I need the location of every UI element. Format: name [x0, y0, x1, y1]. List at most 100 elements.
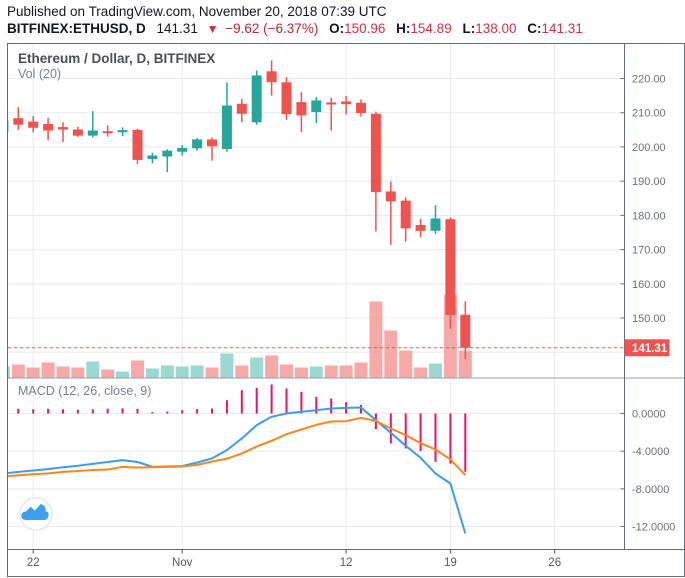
candle-body [385, 191, 396, 202]
macd-histogram-bar [106, 408, 109, 414]
time-tick-label: 22 [27, 557, 40, 569]
high-value: 154.89 [410, 21, 452, 36]
symbol-quote-line: BITFINEX:ETHUSD, D 141.31 ▼ −9.62 (−6.37… [7, 21, 583, 36]
high-label: H: [396, 21, 411, 36]
candle-body [207, 139, 217, 147]
macd-signal-line [8, 416, 467, 478]
macd-histogram-bar [225, 400, 228, 414]
macd-histogram-bar [166, 411, 169, 414]
price-tick-label: 160.00 [632, 279, 666, 291]
volume-bar [384, 330, 398, 378]
candlestick-series [8, 60, 471, 360]
cloud-mountain-icon[interactable] [21, 504, 49, 520]
volume-series [8, 294, 472, 378]
macd-histogram-bar [62, 409, 64, 414]
volume-bar [86, 361, 100, 378]
price-tick-label: 180.00 [632, 210, 666, 222]
candle-body [281, 82, 292, 115]
volume-bar [160, 365, 174, 378]
down-triangle-icon: ▼ [206, 22, 219, 36]
candle-body [326, 102, 337, 105]
candle-body [415, 224, 426, 231]
macd-histogram-bar [136, 408, 139, 414]
volume-bar [324, 365, 338, 378]
volume-bar [369, 301, 383, 378]
last-price-tag-bg [624, 339, 670, 357]
time-tick-label: 26 [548, 557, 561, 569]
macd-histogram-bar [196, 409, 199, 414]
candle-body [72, 129, 83, 136]
volume-bar [339, 365, 353, 378]
candle-body [147, 155, 158, 159]
symbol-name: BITFINEX:ETHUSD, D [7, 21, 146, 36]
volume-bar [71, 367, 85, 378]
volume-bar [220, 353, 234, 378]
candle-body [28, 121, 39, 128]
candle-body [266, 71, 277, 83]
macd-histogram-bar [330, 398, 333, 414]
volume-bar [190, 365, 204, 378]
macd-histogram-bar [91, 409, 94, 414]
volume-bar [443, 294, 457, 378]
price-tick-label: 190.00 [632, 176, 666, 188]
open-value: 150.96 [344, 21, 386, 36]
chart-title: Ethereum / Dollar, D, BITFINEX [18, 51, 216, 66]
close-label: C: [527, 21, 542, 36]
candle-body [460, 314, 471, 348]
macd-histogram-bar [434, 413, 437, 462]
candle-body [43, 124, 54, 131]
macd-histogram-bar [151, 412, 154, 414]
price-tick-label: 200.00 [632, 142, 666, 154]
candle-body [296, 102, 307, 116]
price-tick-label: 150.00 [632, 313, 666, 325]
macd-pane [2, 384, 467, 534]
macd-histogram-bar [2, 409, 4, 413]
macd-histogram-bar [404, 413, 407, 449]
macd-tick-label: 0.0000 [632, 409, 666, 421]
time-tick-label: 19 [444, 557, 457, 569]
candle-body [132, 129, 143, 160]
candle-body [117, 130, 128, 133]
time-axis: 22 Nov 12 19 26 [27, 549, 561, 569]
volume-bar [26, 367, 40, 378]
candle-body [192, 139, 203, 149]
tradingview-logo[interactable] [19, 497, 53, 531]
low-label: L: [462, 21, 476, 36]
candle-body [87, 130, 98, 136]
volume-bar [280, 364, 293, 378]
macd-histogram-bar [449, 413, 452, 464]
macd-axis: 0.0000 -4.0000 -8.0000 -12.0000 [620, 409, 675, 534]
volume-bar [265, 355, 279, 378]
volume-bar [309, 366, 323, 378]
macd-tick-label: -8.0000 [632, 484, 669, 496]
last-price-tag: 141.31 [624, 339, 670, 357]
published-line: Published on TradingView.com, November 2… [7, 4, 387, 19]
macd-line [8, 406, 467, 534]
macd-histogram-bar [76, 409, 79, 414]
macd-histogram-bar [121, 408, 124, 414]
macd-histogram-bar [240, 390, 243, 414]
volume-bar [429, 363, 442, 378]
volume-bar [11, 364, 25, 378]
candle-body [445, 219, 456, 315]
candle-body [400, 200, 411, 229]
last-price-tag-label: 141.31 [632, 343, 668, 355]
price-axis: 220.00 210.00 200.00 190.00 180.00 170.00 160.… [620, 74, 666, 325]
candle-body [356, 102, 366, 114]
macd-histogram-bar [419, 413, 422, 452]
macd-histogram-bar [464, 413, 467, 472]
volume-bar [399, 350, 413, 378]
macd-histogram-bar [300, 391, 303, 414]
candle-body [177, 147, 188, 152]
last-price: 141.31 [156, 21, 198, 36]
volume-bar [41, 362, 55, 378]
candle-body [236, 103, 247, 114]
volume-bar [116, 371, 130, 378]
close-value: 141.31 [541, 21, 583, 36]
volume-bar [414, 367, 428, 378]
candle-body [102, 131, 113, 134]
price-tick-label: 170.00 [632, 245, 666, 257]
gridlines [8, 44, 624, 549]
